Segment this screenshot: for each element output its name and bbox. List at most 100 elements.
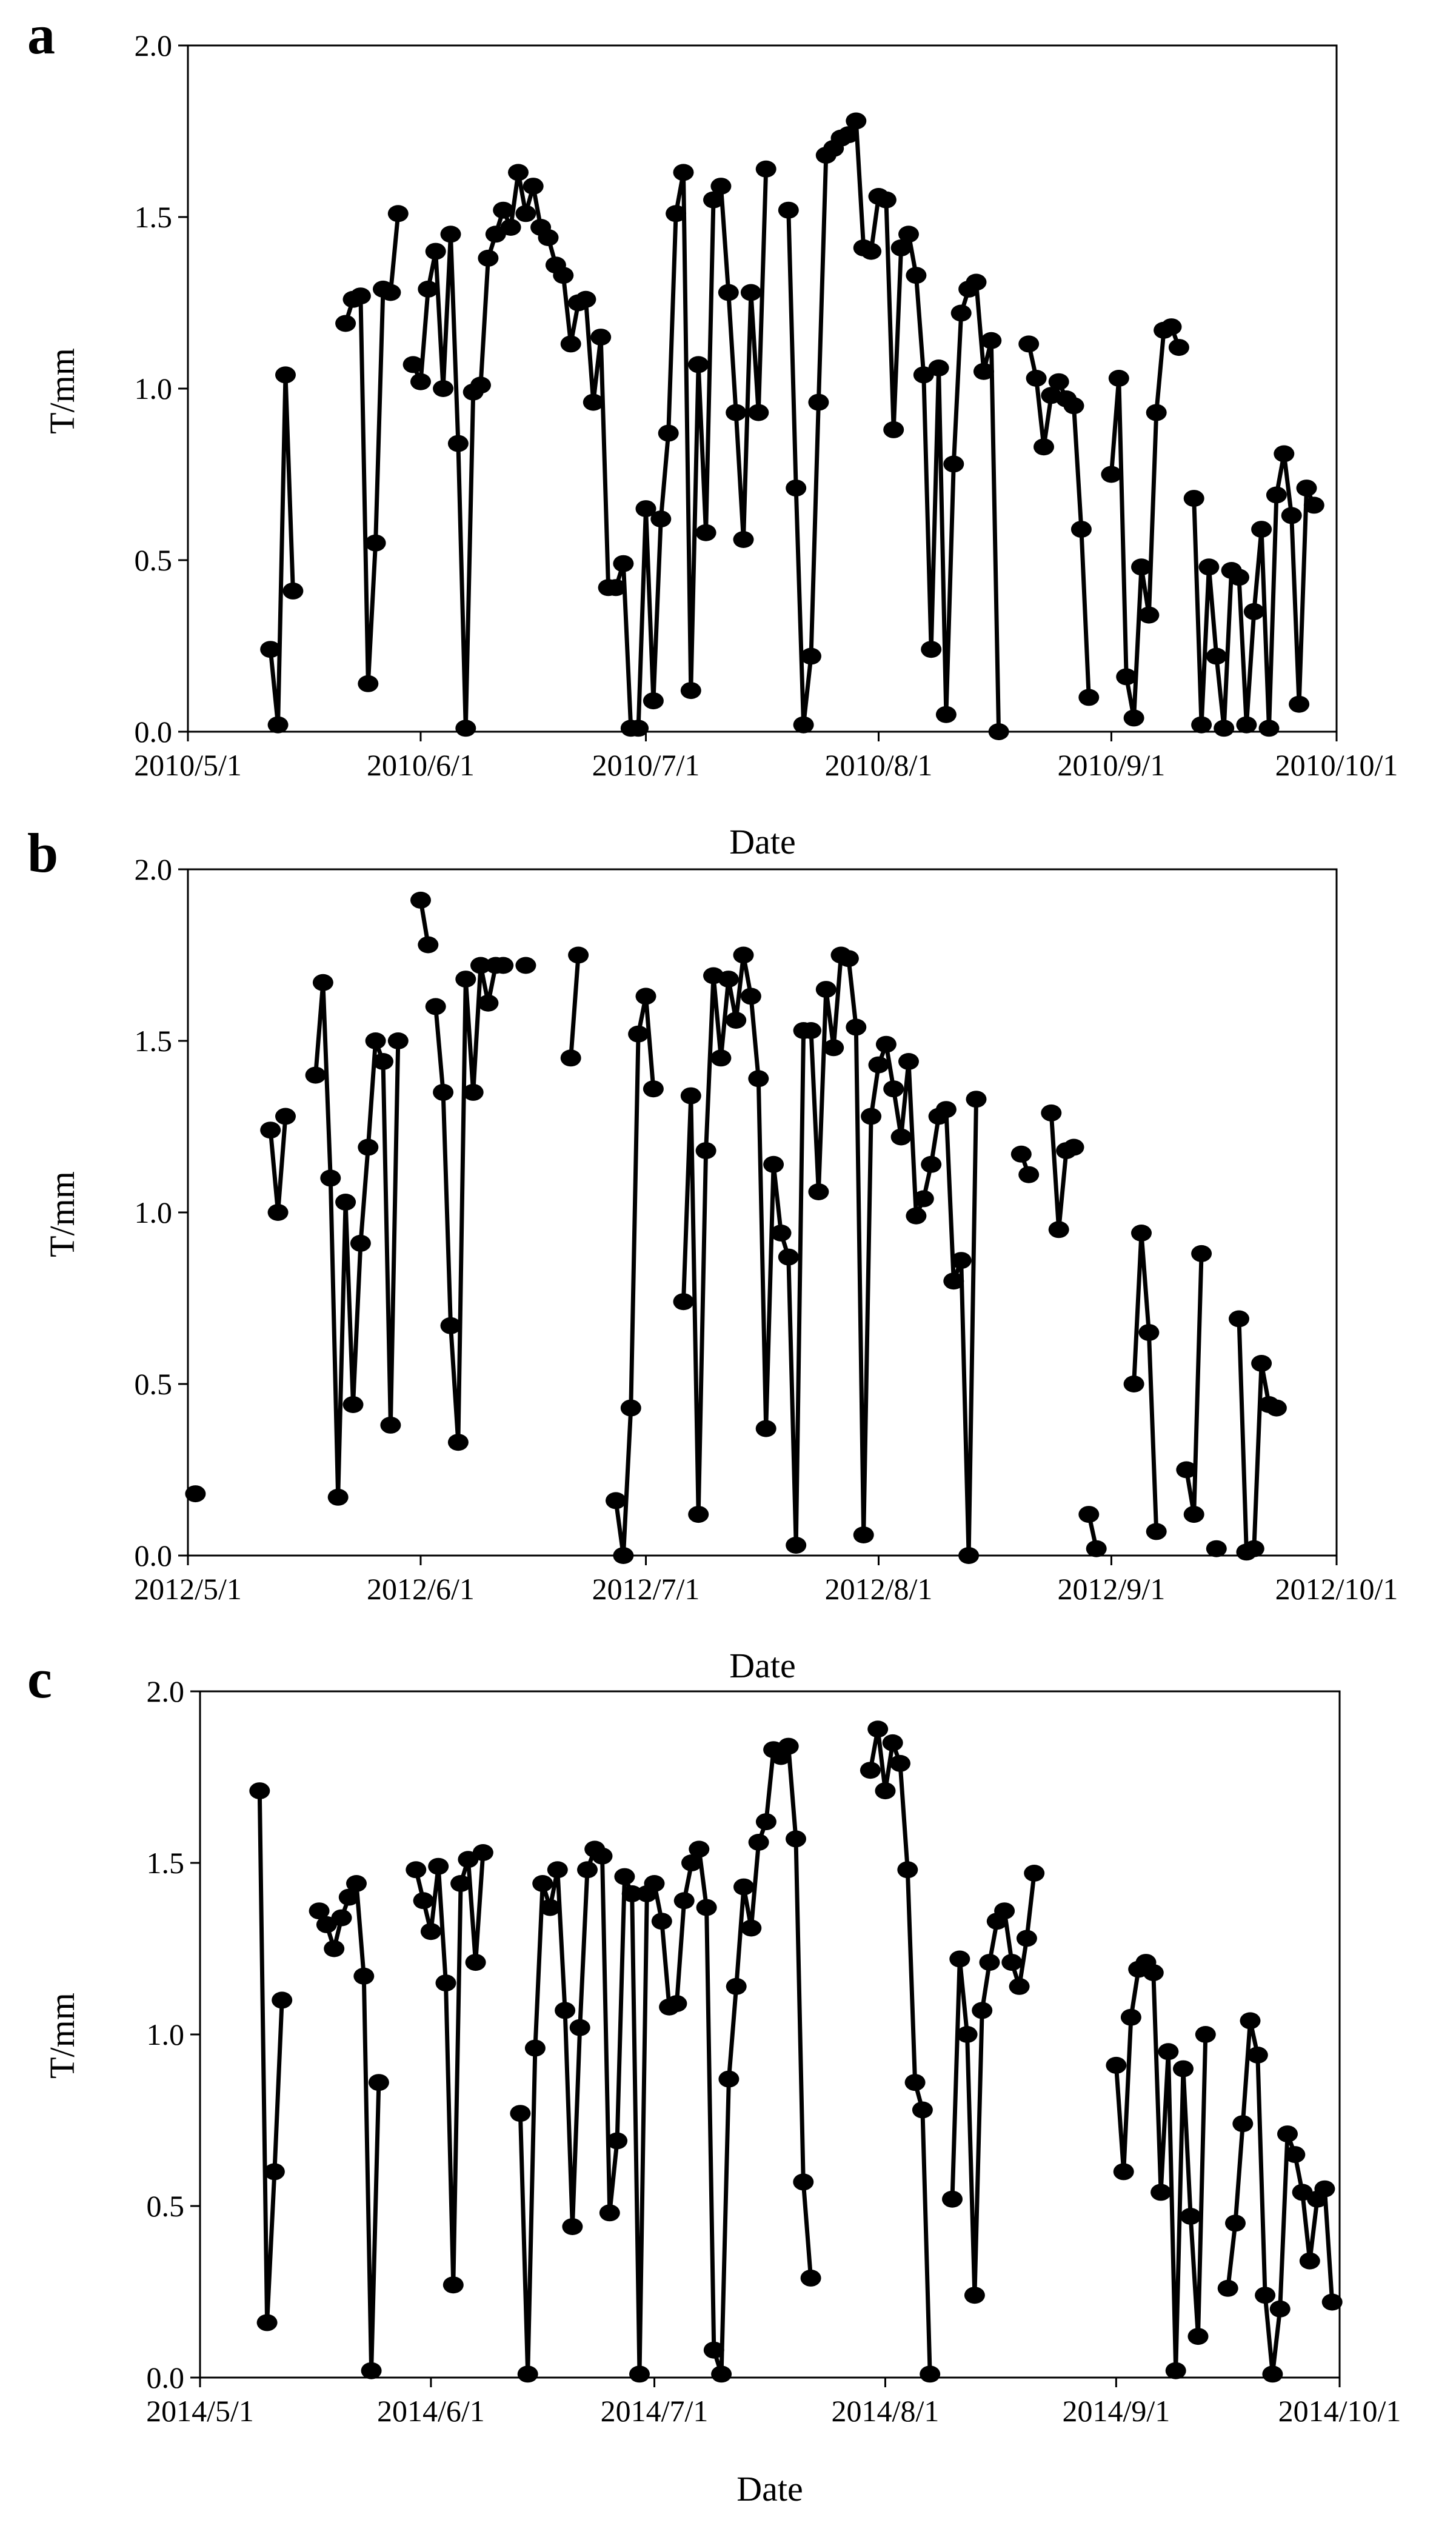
panel-c-series-line-4 [518, 1744, 813, 2376]
panel-b-data-point [260, 1121, 281, 1139]
panel-b-data-point [365, 1032, 386, 1049]
panel-b-data-point [628, 1025, 649, 1043]
panel-b-data-point [350, 1234, 371, 1252]
panel-b-data-point [1018, 1166, 1040, 1183]
panel-a-data-point [267, 716, 289, 734]
panel-b-series-line-16 [1237, 1319, 1278, 1554]
panel-c-data-point [562, 2218, 583, 2235]
panel-a-data-point [1251, 521, 1272, 538]
panel-a-data-point [470, 376, 491, 394]
panel-c-data-point [1262, 2365, 1283, 2383]
panel-a-data-point [1026, 370, 1047, 387]
panel-b-data-point [861, 1108, 882, 1125]
panel-b-data-point [1086, 1540, 1107, 1557]
panel-c-data-point [1173, 2060, 1194, 2077]
panel-c-data-point [539, 1899, 561, 1916]
panel-c-data-point [904, 2074, 926, 2091]
panel-c-data-point [547, 1861, 568, 1879]
panel-b-data-point [710, 1049, 732, 1067]
panel-c-series-line-3 [413, 1852, 486, 2287]
panel-b-series-line-13 [1132, 1231, 1159, 1532]
panel-b-data-point [635, 988, 656, 1005]
panel-b-data-point [740, 988, 761, 1005]
panel-a-data-point [1289, 695, 1310, 713]
panel-a-data-point [500, 219, 521, 236]
panel-c-data-point [368, 2074, 389, 2091]
panel-b-data-point [763, 1155, 784, 1173]
panel-c-data-point [569, 2019, 590, 2036]
panel-a-plot-frame [187, 44, 1338, 733]
panel-b-data-point [755, 1420, 776, 1437]
panel-b-data-point [943, 1272, 964, 1290]
panel-c-data-point [673, 1892, 695, 1910]
panel-c-ytick-label: 1.0 [147, 2017, 185, 2051]
panel-c-series-line-2 [317, 1881, 381, 2373]
panel-b-data-point [673, 1293, 694, 1311]
panel-a-data-point [650, 510, 672, 528]
panel-b-data-point [1131, 1225, 1152, 1242]
panel-b-data-point [921, 1155, 942, 1173]
panel-b-data-point [470, 957, 491, 974]
panel-b-xtick-label: 2012/8/1 [825, 1572, 933, 1606]
panel-b-data-point [380, 1416, 401, 1434]
panel-c-data-point [1255, 2287, 1276, 2304]
panel-b-data-point [373, 1053, 393, 1070]
panel-a-xtick-label: 2010/7/1 [592, 748, 700, 782]
panel-c-data-point [786, 1830, 806, 1848]
panel-a-data-point [560, 335, 581, 353]
panel-b-data-point [515, 957, 536, 974]
panel-b-data-point [335, 1194, 356, 1211]
panel-a-data-point [643, 692, 664, 710]
panel-c-xtick-label: 2014/10/1 [1278, 2394, 1401, 2428]
panel-b-data-point [387, 1032, 409, 1049]
panel-c-data-point [875, 1782, 896, 1800]
panel-a-data-point [688, 356, 709, 373]
panel-a-data-point [801, 647, 821, 665]
panel-a-data-point [1243, 603, 1264, 620]
panel-c-data-point [1277, 2125, 1298, 2143]
panel-b-data-point [838, 950, 859, 968]
panel-c-data-point [592, 1847, 613, 1865]
panel-a-data-point [913, 366, 934, 384]
panel-a-data-point [1198, 558, 1220, 576]
panel-b-data-point [433, 1083, 454, 1101]
panel-b: b T/mm Date 0.0 0.5 1.0 1.5 2.0 2012/5/1 2012/… [27, 822, 1398, 1685]
panel-a-data-point [606, 579, 626, 597]
panel-c-data-point [994, 1902, 1015, 1920]
panel-a-data-point [883, 421, 904, 438]
panel-a-data-point [921, 641, 942, 658]
panel-b-data-point [875, 1035, 897, 1053]
panel-b-data-point [890, 1128, 912, 1146]
panel-c-data-point [324, 1940, 345, 1957]
panel-c-data-point [711, 2365, 732, 2383]
panel-c-data-point [681, 1854, 702, 1871]
panel-a-data-point [275, 366, 296, 384]
panel-b-data-point [935, 1101, 957, 1118]
panel-c-data-point [249, 1782, 270, 1800]
panel-a-data-point [1018, 335, 1040, 353]
panel-c-xtick-label: 2014/7/1 [601, 2394, 709, 2428]
panel-a-data-point [1034, 438, 1054, 456]
panel-a-data-point [478, 249, 499, 267]
panel-c-data-point [1269, 2300, 1291, 2318]
panel-c-data-point [353, 1967, 375, 1985]
panel-a-data-point [778, 201, 799, 219]
panel-b-data-point [966, 1091, 987, 1108]
panel-a-data-point [950, 304, 972, 322]
panel-c-data-point [465, 1954, 486, 1971]
panel-a-data-point [726, 404, 747, 421]
panel-c-data-point [1158, 2043, 1179, 2061]
panel-c-data-point [689, 1840, 710, 1858]
panel-b-data-point [1206, 1540, 1227, 1557]
panel-a-data-point [1108, 370, 1129, 387]
panel-a-data-point [515, 205, 536, 222]
panel-a-data-point [440, 226, 461, 243]
panel-b-series-line-3 [313, 980, 401, 1500]
panel-b-ytick-label: 0.0 [135, 1539, 173, 1573]
panel-b-xtick-label: 2012/5/1 [134, 1572, 242, 1606]
panel-a-data-point [613, 555, 634, 572]
panel-a-data-point [433, 380, 454, 397]
panel-c-data-point [800, 2269, 821, 2287]
panel-b-ytick-label: 0.5 [135, 1367, 173, 1401]
panel-c-data-point [517, 2365, 538, 2383]
